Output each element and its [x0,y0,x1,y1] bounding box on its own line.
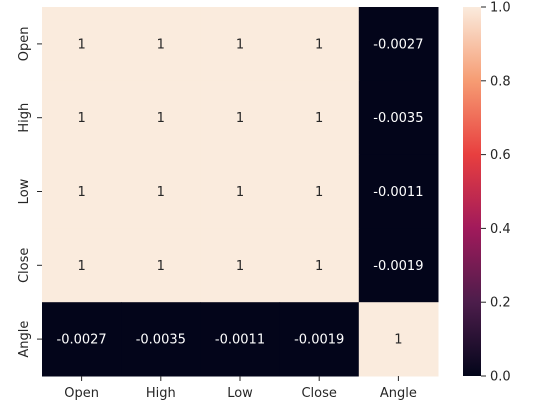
heatmap-cell-open-close [279,7,360,82]
heatmap-annotations: 1 1 1 1 -0.0027 1 1 1 1 -0.0035 1 1 1 1 -0.0011 1 1 1 1 -0.… [57,37,424,347]
cell-value-label: 1 [315,259,323,274]
heatmap-cell-open-angle [358,7,439,82]
heatmap-cell-high-angle [358,80,439,156]
heatmap-cells [42,7,439,377]
cell-value-label: 1 [77,185,85,200]
y-tick-label: Low [17,178,32,204]
heatmap-cell-low-open [42,154,122,229]
heatmap-cell-close-open [42,228,122,303]
heatmap-cell-open-high [121,7,201,82]
cell-value-label: 1 [157,185,165,200]
heatmap-cell-close-close [279,228,360,303]
colorbar-tick-label: 1.0 [490,1,511,16]
cell-value-label: -0.0027 [373,37,423,52]
heatmap-cell-close-low [200,228,281,303]
heatmap-cell-high-high [121,80,201,156]
y-axis: Open High Low Close Angle [17,27,42,358]
heatmap-cell-open-open [42,7,122,82]
colorbar-tick-label: 0.0 [490,370,511,385]
heatmap-cell-open-low [200,7,281,82]
cell-value-label: -0.0019 [294,333,344,348]
colorbar-gradient [463,7,481,376]
colorbar-tick-label: 0.6 [490,148,511,163]
x-tick-label: Low [227,386,253,401]
y-tick-label: Angle [17,321,32,358]
cell-value-label: 1 [77,111,85,126]
cell-value-label: 1 [77,37,85,52]
cell-value-label: 1 [157,259,165,274]
heatmap-cell-low-angle [358,154,439,229]
cell-value-label: 1 [236,111,244,126]
cell-value-label: -0.0011 [373,185,423,200]
cell-value-label: 1 [315,111,323,126]
cell-value-label: -0.0035 [136,333,186,348]
x-tick-label: Angle [380,386,417,401]
y-tick-label: Open [17,27,32,62]
cell-value-label: 1 [157,37,165,52]
y-tick-label: Close [17,248,32,283]
x-axis: Open High Low Close Angle [64,376,417,401]
y-tick-label: High [17,103,32,133]
heatmap-cell-angle-high [121,302,201,377]
heatmap-cell-low-close [279,154,360,229]
cell-value-label: 1 [236,37,244,52]
cell-value-label: -0.0027 [57,333,107,348]
x-tick-label: High [146,386,176,401]
heatmap-cell-angle-low [200,302,281,377]
heatmap-cell-close-high [121,228,201,303]
colorbar-tick-label: 0.4 [490,222,511,237]
heatmap-cell-high-low [200,80,281,156]
heatmap-cell-low-low [200,154,281,229]
heatmap-cell-angle-angle [358,302,439,377]
cell-value-label: 1 [236,185,244,200]
x-tick-label: Open [64,386,99,401]
colorbar: 0.0 0.2 0.4 0.6 0.8 1.0 [463,1,511,385]
x-tick-label: Close [301,386,336,401]
colorbar-tick-label: 0.8 [490,74,511,89]
heatmap-cell-angle-open [42,302,122,377]
heatmap-cell-angle-close [279,302,360,377]
heatmap-cell-high-close [279,80,360,156]
heatmap-cell-high-open [42,80,122,156]
cell-value-label: 1 [394,333,402,348]
cell-value-label: 1 [77,259,85,274]
cell-value-label: 1 [315,37,323,52]
cell-value-label: -0.0019 [373,259,423,274]
heatmap-cell-low-high [121,154,201,229]
cell-value-label: -0.0011 [215,333,265,348]
cell-value-label: 1 [236,259,244,274]
cell-value-label: -0.0035 [373,111,423,126]
heatmap-cell-close-angle [358,228,439,303]
colorbar-tick-label: 0.2 [490,296,511,311]
cell-value-label: 1 [315,185,323,200]
cell-value-label: 1 [157,111,165,126]
